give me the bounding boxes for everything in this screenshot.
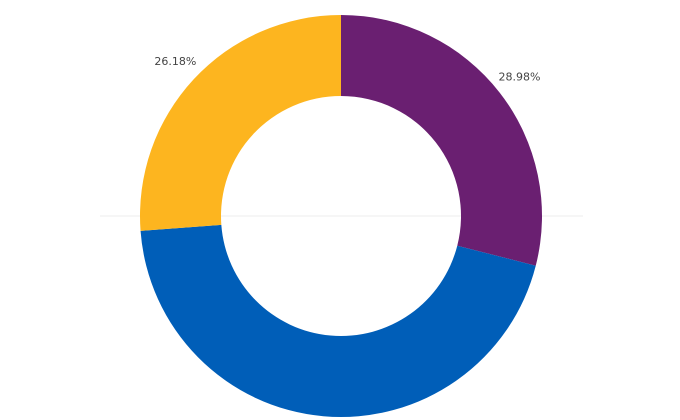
donut-segment xyxy=(140,15,341,231)
donut-segment xyxy=(140,224,536,417)
donut-segment xyxy=(341,15,542,266)
value-label: 26.18% xyxy=(154,55,196,68)
value-label: 28.98% xyxy=(499,70,541,83)
